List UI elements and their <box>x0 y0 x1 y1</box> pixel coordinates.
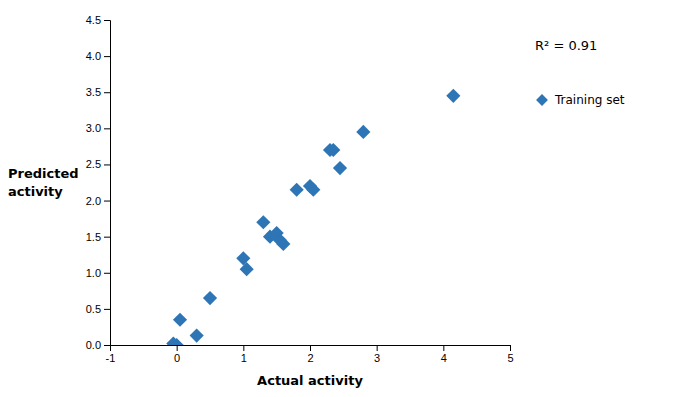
tick-mark <box>104 128 110 129</box>
tick-mark <box>177 345 178 351</box>
tick-mark <box>104 164 110 165</box>
plot-area: -1 0 1 2 3 4 5 0.0 0.5 1.0 1.5 2.0 2.5 3.0 3.5 4.0 4.5 <box>86 14 514 364</box>
tick-mark <box>104 273 110 274</box>
tick-label: 4.5 <box>86 14 101 26</box>
chart: -1 0 1 2 3 4 5 0.0 0.5 1.0 1.5 2.0 2.5 3.0 3.5 4.0 4.5 Ac… <box>0 0 685 397</box>
point <box>190 329 204 343</box>
tick-mark <box>104 56 110 57</box>
tick: 4.0 <box>86 50 110 62</box>
tick-label: 5 <box>507 352 513 364</box>
point <box>326 143 340 157</box>
tick-label: 2.5 <box>86 158 101 170</box>
tick: 4.5 <box>86 14 110 26</box>
tick-mark <box>104 345 110 346</box>
tick: 5 <box>507 345 513 364</box>
point <box>306 183 320 197</box>
tick-mark <box>104 92 110 93</box>
tick-label: 1.0 <box>86 267 101 279</box>
point <box>240 262 254 276</box>
tick-label: 4.0 <box>86 50 101 62</box>
axis-line <box>111 346 511 352</box>
tick-label: 0.5 <box>86 303 101 315</box>
tick-mark <box>104 309 110 310</box>
tick: 0.0 <box>86 339 110 351</box>
tick-label: 3.5 <box>86 86 101 98</box>
legend: Training set <box>536 93 625 107</box>
tick-mark <box>104 20 110 21</box>
y-axis-title: activity <box>8 184 63 199</box>
tick: 1 <box>241 345 247 364</box>
point <box>356 125 370 139</box>
tick: 3.5 <box>86 86 110 98</box>
point <box>290 183 304 197</box>
tick-mark <box>104 201 110 202</box>
tick: 2.0 <box>86 195 110 207</box>
tick: 3 <box>374 345 380 364</box>
tick-mark <box>104 237 110 238</box>
tick-label: -1 <box>106 352 116 364</box>
tick: -1 <box>106 345 116 364</box>
tick: 1.0 <box>86 267 110 279</box>
point <box>236 251 250 265</box>
axis-line <box>104 21 111 346</box>
tick-label: 0.0 <box>86 339 101 351</box>
y-axis-title: Predicted <box>8 166 79 181</box>
point <box>170 338 184 345</box>
legend-item: Training set <box>536 93 625 107</box>
tick: 2 <box>307 345 313 364</box>
tick-label: 4 <box>441 352 447 364</box>
tick-label: 2.0 <box>86 195 101 207</box>
point <box>203 291 217 305</box>
tick-mark <box>243 345 244 351</box>
tick-label: 2 <box>307 352 313 364</box>
tick: 4 <box>441 345 447 364</box>
tick-mark <box>310 345 311 351</box>
legend-swatch <box>536 94 548 106</box>
legend-label: Training set <box>554 93 625 107</box>
tick: 1.5 <box>86 231 110 243</box>
tick-mark <box>443 345 444 351</box>
x-axis: -1 0 1 2 3 4 5 <box>106 345 514 364</box>
points <box>166 89 460 345</box>
tick-label: 1 <box>241 352 247 364</box>
point <box>256 215 270 229</box>
tick: 2.5 <box>86 158 110 170</box>
annotation: R² = 0.91 <box>535 38 597 53</box>
x-axis-title: Actual activity <box>257 373 363 388</box>
point <box>333 161 347 175</box>
tick: 0 <box>174 345 180 364</box>
tick: 0.5 <box>86 303 110 315</box>
point <box>173 313 187 327</box>
tick: 3.0 <box>86 122 110 134</box>
tick-label: 1.5 <box>86 231 101 243</box>
tick-label: 3 <box>374 352 380 364</box>
tick-label: 0 <box>174 352 180 364</box>
tick-label: 3.0 <box>86 122 101 134</box>
tick-mark <box>377 345 378 351</box>
point <box>446 89 460 103</box>
point <box>276 237 290 251</box>
y-axis: 0.0 0.5 1.0 1.5 2.0 2.5 3.0 3.5 4.0 4.5 <box>86 14 111 351</box>
tick-mark <box>510 345 511 351</box>
